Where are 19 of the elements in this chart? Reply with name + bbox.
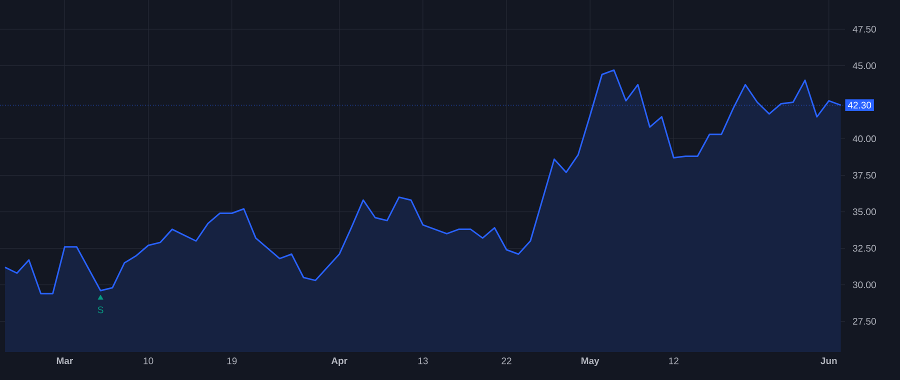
y-tick-label: 30.00 xyxy=(852,281,876,288)
ref-line-label: 42.30 xyxy=(848,102,872,109)
x-tick-label: 19 xyxy=(227,358,237,364)
x-tick-label: Mar xyxy=(56,358,74,364)
x-tick-label: 12 xyxy=(669,358,678,364)
x-tick-label: 10 xyxy=(144,358,154,364)
y-tick-label: 45.00 xyxy=(852,62,876,70)
y-tick-label: 32.50 xyxy=(852,244,876,252)
x-tick-label: Jun xyxy=(820,358,837,364)
y-tick-label: 35.00 xyxy=(852,208,876,216)
y-tick-label: 47.50 xyxy=(852,26,876,33)
y-tick-label: 27.50 xyxy=(853,318,876,325)
x-tick-label: Apr xyxy=(331,358,348,366)
y-tick-label: 37.50 xyxy=(852,172,876,179)
x-tick-label: May xyxy=(581,358,600,366)
y-tick-label: 40.00 xyxy=(852,135,876,142)
x-tick-label: 13 xyxy=(418,358,428,364)
series-label: S xyxy=(98,306,104,314)
x-tick-label: 22 xyxy=(502,358,512,364)
